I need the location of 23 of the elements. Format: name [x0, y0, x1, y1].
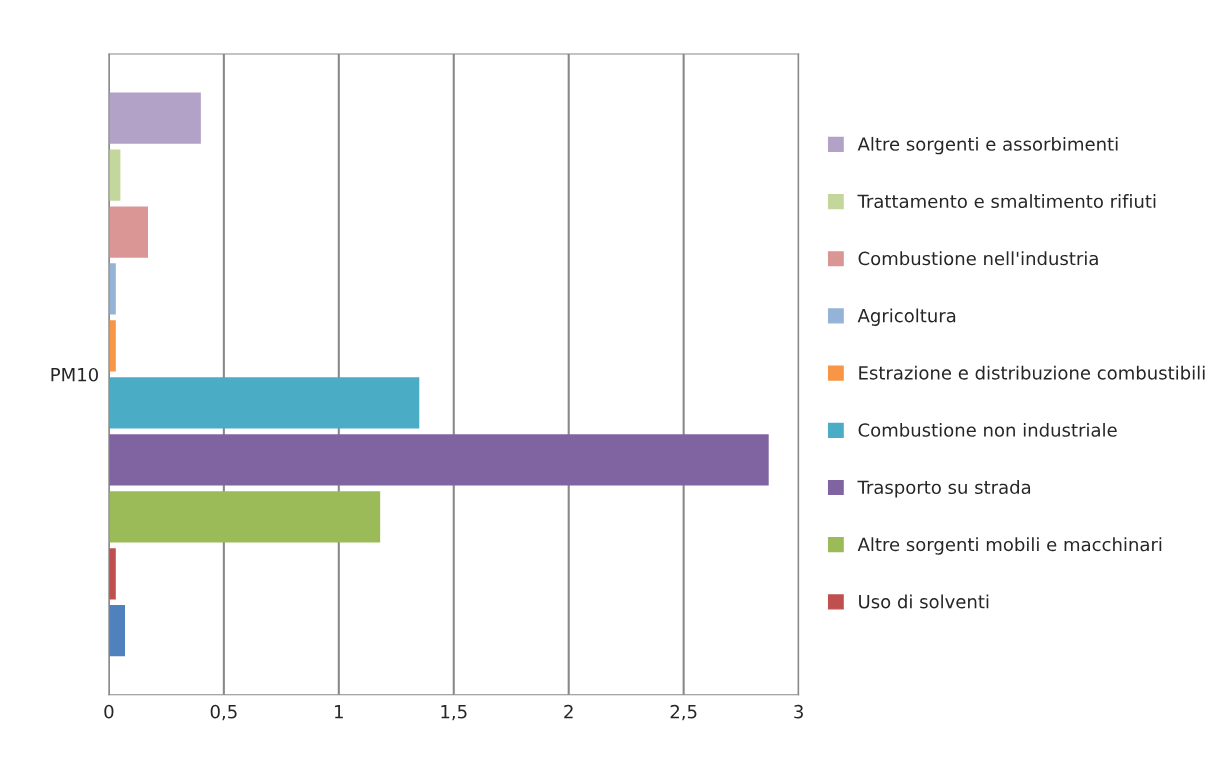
legend-label: Uso di solventi: [859, 594, 989, 609]
legend-label: Altre sorgenti mobili e macchinari: [857, 537, 1162, 555]
legend-label: Combustione nell'industria: [858, 251, 1098, 266]
legend-label: Trattamento e smaltimento rifiuti: [857, 194, 1156, 209]
x-tick-label: 1: [335, 705, 343, 719]
legend-label: Combustione non industriale: [858, 422, 1117, 437]
bar: [108, 377, 420, 429]
x-tick-label: 1,5: [441, 705, 467, 721]
bar: [108, 206, 148, 258]
x-tick-label: 0: [104, 704, 114, 719]
legend-label: Estrazione e distribuzione combustibili: [859, 365, 1205, 380]
x-tick-label: 2,5: [670, 704, 697, 721]
x-tick-label: 3: [794, 704, 803, 719]
legend-label: Altre sorgenti e assorbimenti: [857, 136, 1118, 155]
y-tick-label: PM10: [51, 367, 98, 382]
x-tick-label: 0,5: [210, 704, 237, 721]
bar: [108, 92, 201, 144]
legend-label: Trasporto su strada: [857, 480, 1031, 498]
x-tick-label: 2: [564, 704, 573, 719]
bar: [108, 605, 125, 657]
bar: [108, 491, 381, 543]
legend-label: Agricoltura: [857, 308, 956, 326]
bar: [108, 434, 769, 486]
